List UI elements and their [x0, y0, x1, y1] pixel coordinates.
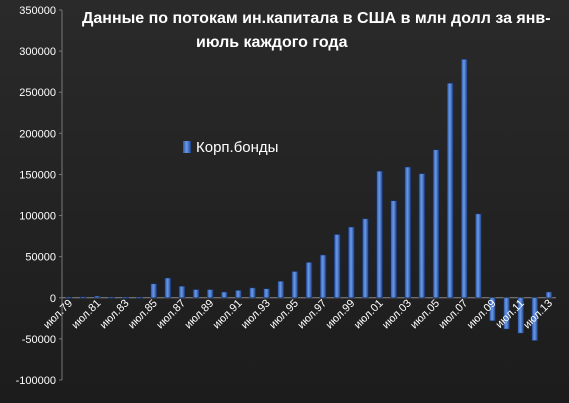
x-tick-label: июл.07 — [437, 297, 471, 331]
legend-swatch — [183, 141, 191, 153]
y-tick-label: 50000 — [25, 252, 56, 264]
x-tick-label: июл.13 — [521, 297, 555, 331]
legend: Корп.бонды — [183, 139, 278, 156]
bar-июл.08 — [475, 213, 482, 299]
bar-июл.81 — [94, 295, 101, 299]
y-tick-label: 0 — [50, 293, 56, 305]
bar-июл.09 — [489, 297, 496, 322]
bar-июл.97 — [319, 254, 327, 299]
y-tick-label: -50000 — [22, 334, 56, 346]
chart-title-line-2: июль каждого года — [196, 34, 348, 51]
bar-июл.92 — [249, 287, 256, 299]
bar-июл.12 — [531, 297, 539, 341]
bar-июл.79 — [65, 297, 73, 299]
bar-июл.13 — [545, 291, 553, 299]
y-tick-label: 100000 — [19, 211, 56, 223]
bar-июл.00 — [362, 218, 369, 299]
bar-июл.82 — [108, 297, 115, 299]
bar-июл.96 — [305, 262, 313, 299]
x-tick-label: июл.99 — [324, 297, 358, 331]
x-tick-label: июл.79 — [41, 297, 75, 331]
y-tick-label: 350000 — [19, 5, 56, 17]
bar-июл.02 — [390, 200, 397, 299]
bar-июл.01 — [376, 170, 383, 299]
x-tick-label: июл.95 — [267, 297, 301, 331]
x-tick-label: июл.89 — [182, 297, 216, 331]
bar-июл.06 — [446, 82, 454, 299]
y-tick-label: 200000 — [19, 128, 56, 140]
y-axis-ticks: -100000 -50000 0 50000 100000 150000 200000 250… — [16, 5, 62, 387]
bar-июл.86 — [164, 277, 172, 299]
bar-июл.99 — [348, 226, 355, 299]
bar-июл.04 — [418, 173, 426, 299]
chart-title-line-1: Данные по потокам ин.капитала в США в мл… — [82, 10, 551, 27]
bar-июл.80 — [79, 296, 87, 299]
y-tick-label: 150000 — [19, 169, 56, 181]
bar-июл.05 — [432, 149, 440, 299]
bar-июл.98 — [334, 234, 341, 299]
bar-июл.85 — [150, 283, 157, 299]
bar-июл.84 — [136, 297, 143, 299]
x-tick-label: июл.05 — [408, 297, 442, 331]
bar-июл.07 — [461, 59, 468, 299]
legend-label: Корп.бонды — [196, 139, 278, 156]
bar-июл.11 — [517, 297, 524, 334]
x-tick-label: июл.93 — [239, 297, 273, 331]
bar-июл.89 — [206, 289, 214, 299]
bar-июл.95 — [291, 271, 299, 299]
bar-июл.87 — [178, 286, 186, 299]
x-tick-label: июл.81 — [70, 297, 104, 331]
x-tick-label: июл.91 — [211, 297, 245, 331]
bar-июл.03 — [404, 166, 412, 299]
bar-июл.83 — [122, 297, 129, 299]
y-tick-label: 250000 — [19, 87, 56, 99]
chart-title: Данные по потокам ин.капитала в США в мл… — [82, 10, 551, 51]
bars — [65, 59, 553, 341]
y-tick-label: 300000 — [19, 46, 56, 58]
x-tick-label: июл.01 — [352, 297, 386, 331]
x-tick-label: июл.83 — [98, 297, 132, 331]
bar-июл.93 — [263, 288, 270, 299]
x-tick-label: июл.87 — [154, 297, 188, 331]
x-tick-label: июл.03 — [380, 297, 414, 331]
x-axis-ticks: июл.79июл.81июл.83июл.85июл.87июл.89июл.… — [41, 297, 555, 331]
bar-июл.91 — [235, 290, 242, 299]
y-tick-label: -100000 — [16, 375, 56, 387]
bar-июл.10 — [503, 297, 510, 330]
x-tick-label: июл.85 — [126, 297, 160, 331]
x-tick-label: июл.97 — [295, 297, 329, 331]
bar-июл.90 — [221, 291, 228, 299]
bar-июл.88 — [192, 289, 200, 299]
bar-июл.94 — [277, 281, 284, 299]
